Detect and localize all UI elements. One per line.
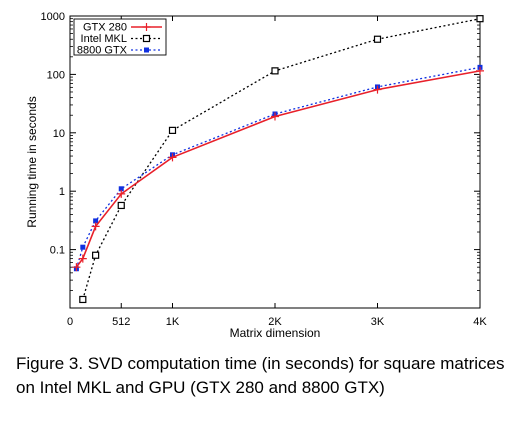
legend-box [73, 18, 167, 56]
series-intel-mkl [79, 15, 484, 304]
data-point-plus [373, 85, 382, 94]
data-point-square [118, 186, 124, 192]
data-point-plus [168, 153, 177, 162]
data-point-open-square [92, 251, 100, 259]
y-tick-label: 1000 [41, 11, 65, 23]
data-point-open-square [142, 34, 151, 43]
x-tick-label: 512 [112, 316, 130, 328]
data-point-open-square [476, 15, 484, 23]
data-point-square [80, 244, 86, 250]
x-tick-label: 3K [371, 316, 385, 328]
series-layer [72, 15, 484, 304]
data-point-plus [91, 222, 100, 231]
data-point-open-square [271, 67, 279, 75]
y-tick-label: 100 [47, 69, 65, 81]
x-tick-label: 0 [67, 316, 73, 328]
data-point-square [93, 218, 99, 224]
data-point-open-square [117, 201, 125, 210]
data-point-plus [142, 23, 151, 31]
y-tick-label: 0.1 [50, 245, 65, 257]
data-point-open-square [79, 295, 87, 304]
data-point-open-square [168, 126, 177, 134]
x-tick-label: 4K [473, 316, 487, 328]
series-line [75, 70, 481, 268]
legend-label: GTX 280 [83, 22, 127, 34]
legend-label: Intel MKL [81, 33, 127, 45]
plot-area-frame [69, 15, 481, 309]
data-point-square [144, 47, 149, 53]
figure-caption: Figure 3. SVD computation time (in secon… [16, 354, 505, 397]
series-8800-gtx [73, 64, 483, 272]
data-point-open-square [373, 35, 382, 43]
x-axis-ticks: 0 512 1K 2K 3K 4K [67, 16, 487, 328]
y-tick-label: 1 [59, 186, 65, 198]
x-tick-label: 1K [166, 316, 180, 328]
data-point-plus [72, 263, 81, 272]
legend-label: 8800 GTX [77, 45, 128, 57]
data-point-plus [78, 254, 87, 263]
svd-running-time-chart: 0 512 1K 2K 3K 4K 0.1 1 10 100 1000 Matrix dimens… [25, 11, 487, 340]
data-point-plus [476, 66, 484, 75]
x-tick-label: 2K [268, 316, 282, 328]
series-gtx-280 [72, 66, 484, 272]
data-point-plus [271, 112, 279, 121]
y-axis-ticks: 0.1 1 10 100 1000 [41, 11, 480, 291]
series-line [75, 66, 481, 269]
y-tick-label: 10 [53, 128, 65, 140]
series-line [82, 18, 481, 300]
x-axis-label: Matrix dimension [230, 326, 321, 340]
y-axis-label: Running time in seconds [25, 96, 39, 227]
data-point-plus [117, 189, 126, 198]
